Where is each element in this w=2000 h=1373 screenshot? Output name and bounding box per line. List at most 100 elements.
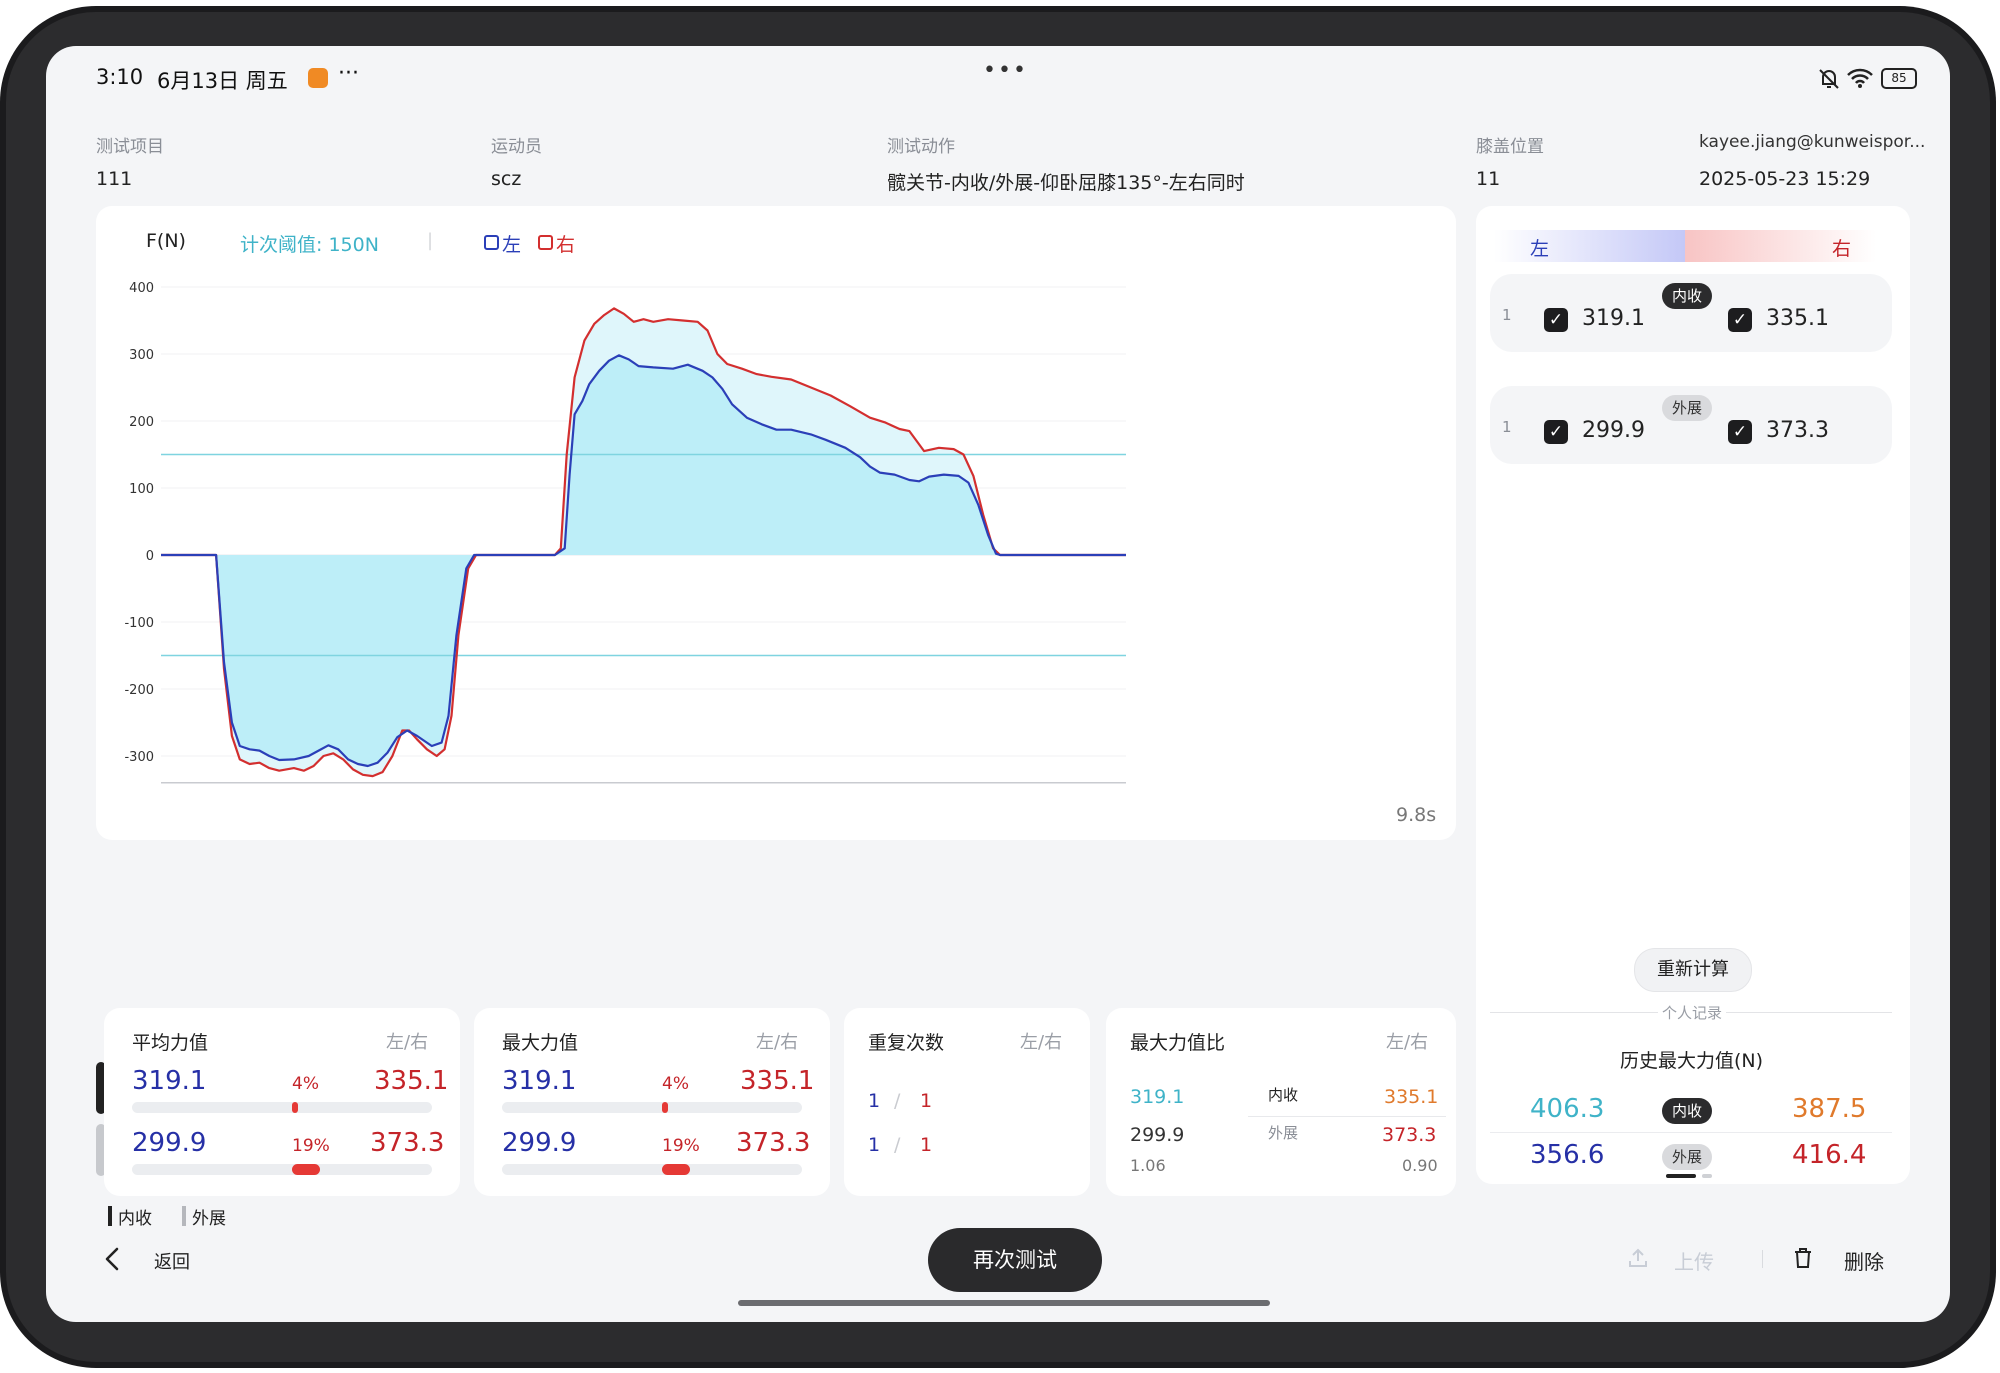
stat-left-value: 299.9: [132, 1128, 207, 1158]
reps-separator: /: [894, 1090, 901, 1112]
chart-y-unit: F(N): [146, 230, 186, 252]
stat-card-ratio: 最大力值比 左/右 319.1 内收 335.1 299.9 外展 373.3 …: [1106, 1008, 1456, 1196]
stat-title: 最大力值比: [1130, 1032, 1226, 1054]
reps-separator: /: [894, 1134, 901, 1156]
stat-bar: [132, 1102, 432, 1113]
window-handle[interactable]: •••: [983, 58, 1028, 83]
divider: [1762, 1250, 1763, 1268]
ratio-left-value: 299.9: [1130, 1124, 1185, 1146]
y-tick-label: 400: [129, 281, 154, 296]
stat-percent: 19%: [662, 1136, 700, 1156]
stat-title: 平均力值: [132, 1032, 209, 1054]
force-chart: 400 300 200 100 0 -100 -200 -300: [124, 281, 1126, 784]
legend-right-label: 右: [556, 234, 576, 256]
right-checkbox[interactable]: ✓: [1728, 420, 1752, 444]
upload-icon[interactable]: [1626, 1246, 1650, 1270]
retest-button[interactable]: 再次测试: [928, 1228, 1102, 1292]
athlete-value: scz: [491, 168, 522, 190]
y-tick-label: -300: [124, 750, 154, 765]
stat-lr-label: 左/右: [1386, 1032, 1429, 1053]
back-arrow-icon[interactable]: [102, 1246, 124, 1272]
stat-bar: [132, 1164, 432, 1175]
stat-bar: [502, 1164, 802, 1175]
action-value: 髋关节-内收/外展-仰卧屈膝135°-左右同时: [887, 172, 1245, 194]
stat-bar-fill: [662, 1102, 668, 1113]
stat-card-average: 平均力值 左/右 319.1 4% 335.1 299.9 19% 373.3: [104, 1008, 460, 1196]
ratio-tag: 外展: [1268, 1124, 1299, 1142]
threshold-label: 计次阈值: 150N: [240, 234, 379, 256]
stat-card-max: 最大力值 左/右 319.1 4% 335.1 299.9 19% 373.3: [474, 1008, 830, 1196]
divider: [1248, 1116, 1446, 1117]
reps-left: 1: [868, 1134, 881, 1156]
knee-label: 膝盖位置: [1476, 137, 1544, 157]
stat-percent: 19%: [292, 1136, 330, 1156]
home-indicator[interactable]: [738, 1300, 1270, 1306]
app-screen: 3:10 6月13日 周五 ··· ••• 85 测试项目 111 运动员 sc…: [46, 46, 1950, 1322]
stat-percent: 4%: [292, 1074, 319, 1094]
abduction-legend-label: 外展: [192, 1209, 226, 1229]
stat-lr-label: 左/右: [756, 1032, 799, 1053]
y-tick-label: 100: [129, 482, 154, 497]
stat-bar: [502, 1102, 802, 1113]
athlete-label: 运动员: [491, 137, 542, 157]
trash-icon[interactable]: [1792, 1246, 1814, 1270]
chart-duration: 9.8s: [1396, 804, 1437, 826]
stat-bar-fill: [292, 1102, 298, 1113]
stat-title: 最大力值: [502, 1032, 579, 1054]
side-lr-header: [1494, 230, 1876, 262]
legend-right-marker: [538, 235, 553, 250]
stat-left-value: 319.1: [132, 1066, 207, 1096]
action-label: 测试动作: [887, 137, 955, 157]
stat-left-value: 299.9: [502, 1128, 577, 1158]
page-indicator-active[interactable]: [1666, 1174, 1696, 1178]
history-tag: 外展: [1662, 1144, 1713, 1170]
adduction-row-marker: [96, 1062, 106, 1114]
history-title: 历史最大力值(N): [1620, 1050, 1764, 1072]
left-checkbox[interactable]: ✓: [1544, 308, 1568, 332]
stat-title: 重复次数: [868, 1032, 945, 1054]
y-tick-label: -100: [124, 616, 154, 631]
right-checkbox[interactable]: ✓: [1728, 308, 1752, 332]
delete-button[interactable]: 删除: [1844, 1250, 1884, 1274]
ratio-right-ratio: 0.90: [1402, 1156, 1438, 1175]
left-checkbox[interactable]: ✓: [1544, 420, 1568, 444]
notification-app-icon: [308, 68, 328, 88]
group-right-value: 335.1: [1766, 306, 1829, 331]
ratio-right-value: 335.1: [1384, 1086, 1439, 1108]
ratio-left-ratio: 1.06: [1130, 1156, 1166, 1175]
status-more: ···: [338, 61, 359, 86]
stat-left-value: 319.1: [502, 1066, 577, 1096]
series-fill-left: [161, 355, 1126, 766]
group-right-value: 373.3: [1766, 418, 1829, 443]
stat-bar-fill: [292, 1164, 320, 1175]
project-label: 测试项目: [96, 137, 164, 157]
status-time: 3:10: [96, 65, 144, 89]
stat-right-value: 335.1: [740, 1066, 815, 1096]
reps-left: 1: [868, 1090, 881, 1112]
group-abduction: 外展 1 ✓ 299.9 ✓ 373.3: [1490, 386, 1892, 464]
adduction-legend-label: 内收: [118, 1209, 152, 1229]
status-date: 6月13日 周五: [157, 69, 288, 93]
test-datetime: 2025-05-23 15:29: [1699, 168, 1871, 190]
series-line-right: [161, 307, 1126, 778]
upload-button[interactable]: 上传: [1674, 1250, 1714, 1274]
y-tick-label: 0: [146, 549, 154, 564]
side-panel: 左 右 内收 1 ✓ 319.1 ✓ 335.1 外展 1 ✓ 299.9 ✓ …: [1476, 206, 1910, 1184]
personal-record-label: 个人记录: [1658, 1002, 1727, 1023]
history-left-value: 356.6: [1530, 1140, 1605, 1170]
stat-right-value: 335.1: [374, 1066, 449, 1096]
side-left-label: 左: [1530, 238, 1550, 260]
back-button[interactable]: 返回: [154, 1252, 190, 1273]
reps-right: 1: [920, 1090, 933, 1112]
project-value: 111: [96, 168, 133, 190]
stat-percent: 4%: [662, 1074, 689, 1094]
history-right-value: 387.5: [1792, 1094, 1867, 1124]
recalculate-button[interactable]: 重新计算: [1634, 948, 1752, 992]
knee-value: 11: [1476, 168, 1501, 190]
history-right-value: 416.4: [1792, 1140, 1867, 1170]
y-tick-label: 300: [129, 348, 154, 363]
ratio-right-value: 373.3: [1382, 1124, 1437, 1146]
ratio-left-value: 319.1: [1130, 1086, 1185, 1108]
page-indicator[interactable]: [1702, 1174, 1712, 1178]
legend-left-label: 左: [502, 234, 522, 256]
